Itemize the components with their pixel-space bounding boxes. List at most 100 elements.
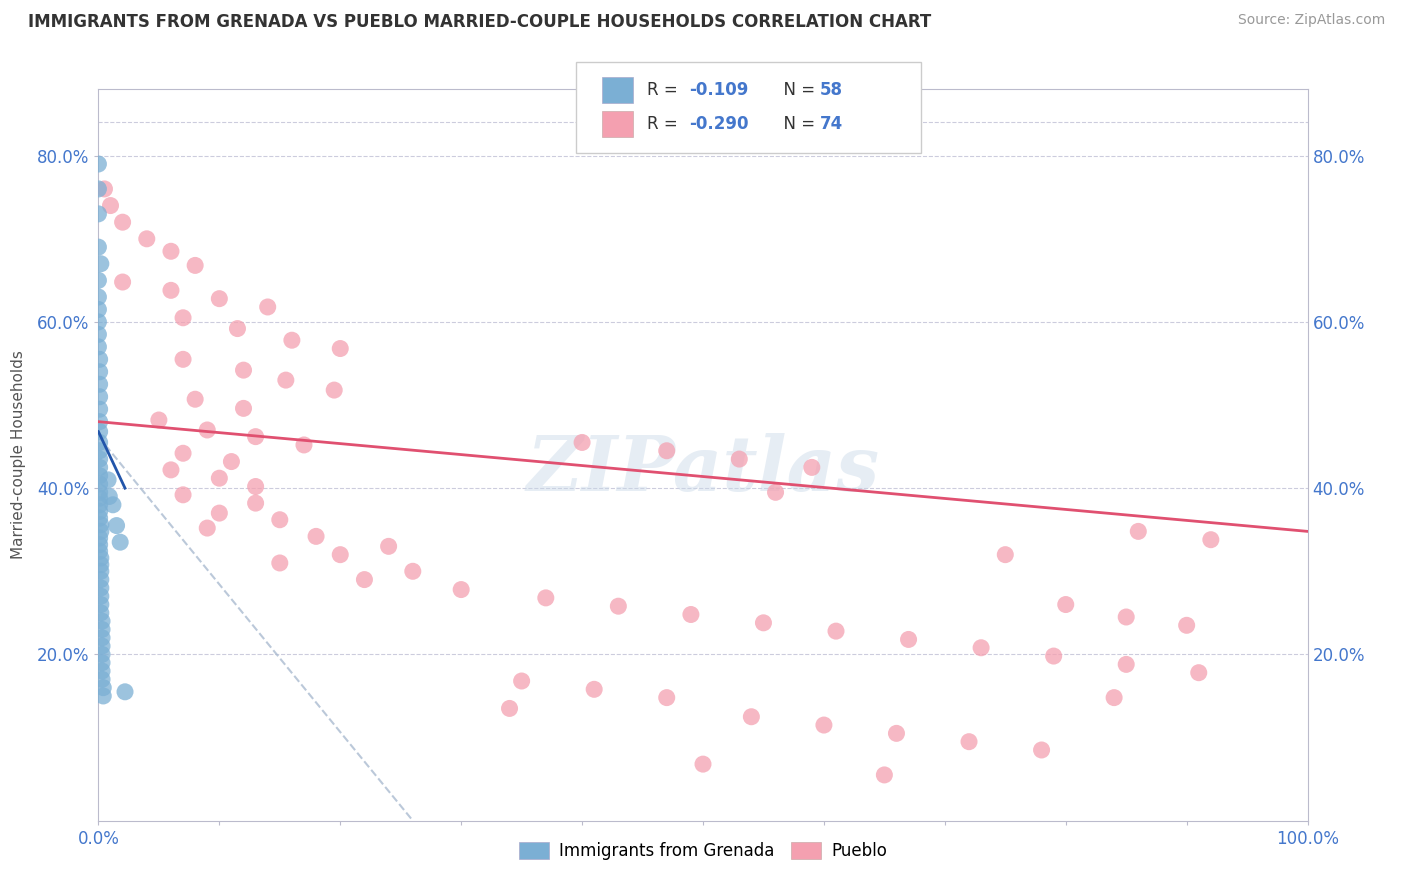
Point (329, 342, 352, 356)
Point (498, 701, 520, 715)
Point (655, 690, 678, 705)
Point (91, 623, 114, 637)
Point (208, 471, 231, 485)
Point (89, 468, 111, 483)
Point (1031, 743, 1053, 757)
Point (91, 664, 114, 678)
Point (89, 415, 111, 429)
Point (1175, 618, 1198, 632)
Point (89, 531, 111, 545)
Point (89, 491, 111, 505)
Point (90, 606, 112, 620)
Point (184, 392, 207, 407)
Point (256, 300, 278, 314)
Point (245, 496, 267, 510)
Text: -0.290: -0.290 (689, 115, 748, 133)
Text: 58: 58 (820, 81, 842, 99)
Point (91, 673, 114, 687)
Y-axis label: Married-couple Households: Married-couple Households (11, 351, 25, 559)
Point (89, 460, 111, 475)
Text: R =: R = (647, 115, 683, 133)
Point (105, 518, 128, 533)
Point (245, 429, 267, 443)
Point (232, 401, 254, 416)
Point (90, 581, 112, 595)
Point (87, 327, 110, 342)
Point (89, 435, 111, 450)
Point (765, 485, 787, 500)
Point (329, 548, 352, 562)
Point (172, 446, 194, 460)
Point (655, 443, 678, 458)
Point (108, 535, 131, 549)
Point (87, 240, 110, 254)
Point (87, 315, 110, 329)
Text: Source: ZipAtlas.com: Source: ZipAtlas.com (1237, 13, 1385, 28)
Point (232, 363, 254, 377)
Point (89, 377, 111, 392)
Point (89, 485, 111, 500)
Text: IMMIGRANTS FROM GRENADA VS PUEBLO MARRIED-COUPLE HOUSEHOLDS CORRELATION CHART: IMMIGRANTS FROM GRENADA VS PUEBLO MARRIE… (28, 13, 931, 31)
Point (607, 599, 630, 614)
Point (752, 615, 775, 630)
Point (91, 648, 114, 662)
Point (90, 564, 112, 578)
Point (195, 521, 218, 535)
Point (89, 402, 111, 417)
Point (89, 504, 111, 518)
Point (98, 490, 121, 504)
Text: N =: N = (773, 81, 821, 99)
Point (87, 302, 110, 317)
Point (1128, 524, 1150, 539)
Point (172, 310, 194, 325)
Point (728, 452, 751, 467)
Point (90, 517, 112, 532)
Point (583, 682, 606, 697)
Point (89, 544, 111, 558)
Point (1115, 610, 1137, 624)
Point (90, 573, 112, 587)
Point (89, 538, 111, 552)
Point (111, 215, 134, 229)
Point (172, 488, 194, 502)
Point (897, 632, 920, 647)
Point (89, 352, 111, 367)
Point (1042, 649, 1064, 664)
Point (679, 607, 702, 622)
Point (89, 498, 111, 512)
Point (160, 463, 183, 477)
Point (89, 511, 111, 525)
Point (873, 768, 896, 782)
Text: R =: R = (647, 81, 683, 99)
Point (825, 624, 848, 639)
Legend: Immigrants from Grenada, Pueblo: Immigrants from Grenada, Pueblo (512, 836, 894, 867)
Point (111, 275, 134, 289)
Point (90, 589, 112, 603)
Point (148, 413, 170, 427)
Point (93, 182, 115, 196)
Point (245, 479, 267, 493)
Point (87, 182, 110, 196)
Point (208, 506, 231, 520)
Point (1115, 657, 1137, 672)
Point (323, 383, 346, 397)
Point (87, 157, 110, 171)
Text: -0.109: -0.109 (689, 81, 748, 99)
Point (800, 460, 823, 475)
Point (160, 244, 183, 259)
Point (97, 473, 120, 487)
Point (114, 685, 136, 699)
Point (89, 390, 111, 404)
Point (135, 232, 157, 246)
Point (87, 273, 110, 287)
Point (886, 726, 908, 740)
Point (91, 639, 114, 653)
Point (91, 681, 114, 695)
Point (994, 548, 1017, 562)
Point (195, 423, 218, 437)
Text: 74: 74 (820, 115, 844, 133)
Point (377, 539, 399, 553)
Point (101, 498, 124, 512)
Point (91, 631, 114, 645)
Point (957, 734, 980, 748)
